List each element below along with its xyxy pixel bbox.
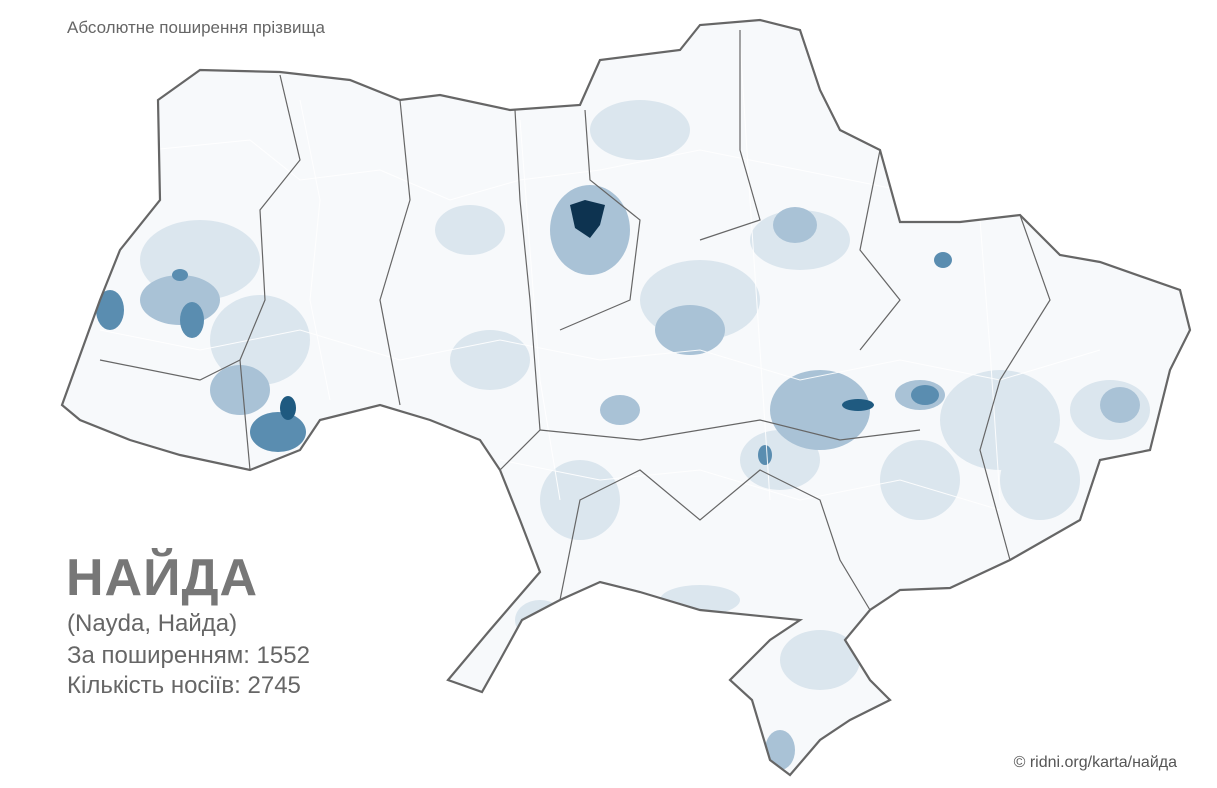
top-areas (280, 396, 874, 420)
surname-variants: (Nayda, Найда) (67, 610, 238, 637)
count-line: Кількість носіїв: 2745 (67, 672, 301, 699)
strong-areas (96, 252, 952, 465)
surname: НАЙДА (66, 549, 259, 607)
kyiv-area (570, 200, 605, 238)
credit: © ridni.org/karta/найда (1013, 754, 1177, 771)
map-title: Абсолютне поширення прізвища (67, 18, 325, 37)
mid-areas (140, 185, 1140, 770)
rank-line: За поширенням: 1552 (67, 642, 310, 669)
district-borders (99, 39, 1101, 511)
oblast-borders (99, 30, 1051, 611)
